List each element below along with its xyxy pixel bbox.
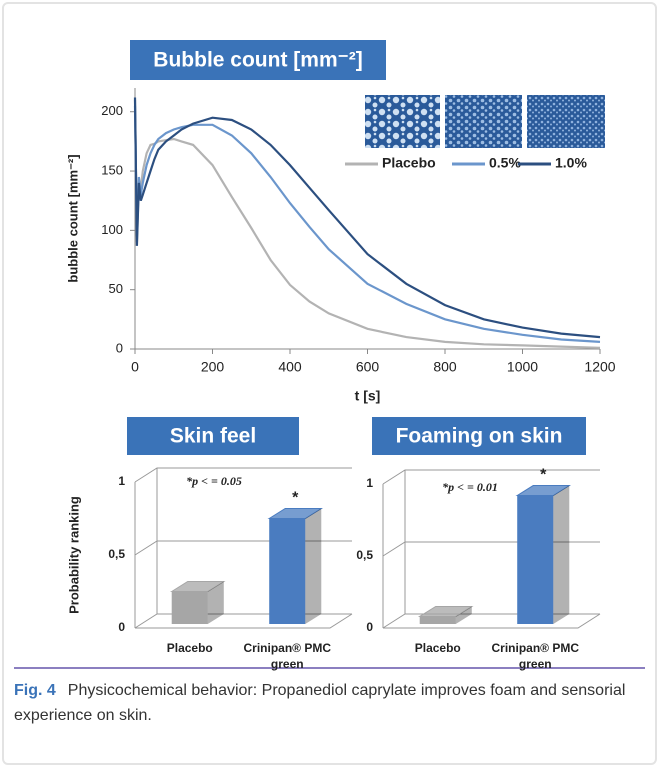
annotation: *p < = 0.05 [186,474,242,488]
bar [269,518,306,624]
x-tick-label: 800 [433,359,457,375]
x-tick-label: Placebo [166,641,213,655]
chart-title: Bubble count [mm⁻²] [153,49,362,72]
bar-side [305,508,322,624]
significance: * [292,490,299,507]
floor [135,613,353,629]
series-line [133,105,601,343]
series-line [133,97,601,339]
bar [171,591,208,624]
y-axis-label: Probability ranking [66,496,81,614]
bubble-image [445,95,522,148]
y-tick-label: 200 [101,103,123,118]
x-axis-label: t [s] [355,388,381,404]
title-box [130,40,386,80]
bar-side [553,485,570,624]
y-axis-label: bubble count [mm⁻²] [65,154,80,282]
y-tick-label: 0,5 [356,548,373,562]
x-tick-label: 600 [356,359,380,375]
chart-title: Skin feel [170,425,256,448]
significance: * [540,467,547,484]
y-tick-label: 1 [118,474,125,488]
bar-top [169,581,226,592]
floor [383,613,601,629]
title-box [127,417,299,455]
legend-label: Placebo [382,155,436,171]
y-tick-label: 0 [116,340,123,355]
bar-top [267,508,324,519]
legend-label: 1.0% [555,155,587,171]
grid-line [134,613,352,629]
caption-label: Fig. 4 [14,682,56,699]
title-box [372,417,586,455]
legend-label: 0.5% [489,155,521,171]
x-tick-label: 200 [201,359,225,375]
grid-line [382,469,600,485]
bar-top [515,485,572,497]
annotation: *p < = 0.01 [442,480,498,494]
x-tick-label: Crinipan® PMC green [243,641,331,671]
bar-top [417,605,474,617]
caption: Fig. 4 Physicochemical behavior: Propaned… [14,678,644,728]
y-tick-label: 150 [101,162,123,177]
y-tick-label: 50 [109,281,123,296]
bubble-image [527,95,605,148]
x-tick-label: Crinipan® PMC green [491,641,579,671]
x-tick-label: 400 [278,359,302,375]
grid-line [134,467,352,483]
x-tick-label: 1000 [507,359,538,375]
bar [419,616,456,624]
y-tick-label: 100 [101,222,123,237]
x-tick-label: Placebo [414,641,461,655]
caption-text: Physicochemical behavior: Propanediol ca… [14,682,626,724]
y-tick-label: 0 [366,620,373,634]
x-tick-label: 1200 [584,359,615,375]
y-tick-label: 1 [366,476,373,490]
y-tick-label: 0 [118,620,125,634]
grid-line [382,613,600,629]
x-tick-label: 0 [131,359,139,375]
y-tick-label: 0,5 [108,547,125,561]
bubble-image [365,95,440,148]
bar-side [455,606,472,624]
bar-side [207,581,224,624]
chart-title: Foaming on skin [396,425,563,448]
bar [517,495,554,624]
series-line [133,99,601,349]
